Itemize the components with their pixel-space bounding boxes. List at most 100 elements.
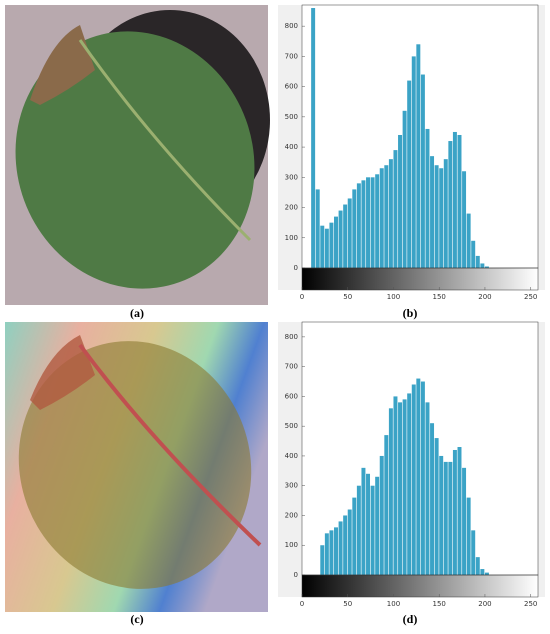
bar [434, 165, 439, 268]
y-tick-label: 100 [285, 541, 298, 549]
x-tick-label: 200 [478, 600, 491, 608]
bar [443, 159, 448, 268]
plot-frame [301, 321, 539, 576]
bar [366, 177, 371, 268]
bar [439, 455, 444, 575]
bar [457, 447, 462, 575]
y-tick-label: 100 [285, 234, 298, 242]
bar [324, 533, 329, 575]
y-tick-label: 500 [285, 422, 298, 430]
bar [356, 485, 361, 575]
bar [370, 485, 375, 575]
bar [393, 150, 398, 268]
bar [384, 165, 389, 268]
bar [439, 168, 444, 268]
bar [375, 476, 380, 575]
bar [320, 225, 325, 268]
x-tick-label: 250 [524, 600, 537, 608]
x-tick-label: 200 [478, 293, 491, 301]
bar [434, 438, 439, 575]
bar [402, 399, 407, 575]
x-tick-label: 50 [343, 600, 352, 608]
bar [420, 74, 425, 268]
bar [484, 266, 489, 268]
bar [452, 449, 457, 575]
bar [430, 423, 435, 575]
bar [334, 216, 338, 268]
y-tick-label: 800 [285, 333, 298, 341]
bar [398, 402, 403, 575]
bar [329, 530, 334, 575]
bar [334, 527, 338, 575]
bar [379, 455, 384, 575]
bar [384, 435, 389, 575]
leaf-photo [5, 5, 270, 305]
bar [411, 56, 416, 268]
bar [343, 515, 348, 575]
x-tick-label: 50 [343, 293, 352, 301]
bar [430, 156, 435, 268]
y-tick-label: 800 [285, 22, 298, 30]
bar [448, 461, 453, 575]
bar [466, 213, 471, 268]
bar [407, 80, 412, 269]
y-tick-label: 0 [294, 571, 298, 579]
heatmap-photo [5, 322, 268, 612]
x-tick-label: 0 [300, 293, 304, 301]
bar [443, 461, 448, 575]
bar [462, 171, 467, 268]
caption: (b) [403, 306, 418, 320]
y-tick-label: 200 [285, 511, 298, 519]
bar [425, 128, 430, 268]
bar [379, 168, 384, 268]
y-tick-label: 400 [285, 143, 298, 151]
y-tick-label: 0 [294, 264, 298, 272]
bar [352, 189, 357, 268]
bar [361, 180, 366, 268]
bar [462, 467, 467, 575]
bar [452, 131, 457, 268]
bar [448, 141, 453, 268]
histogram: 0 100 200 300 400 500 600 700 800 0 50 100 150 200 250 [278, 4, 545, 301]
bar [338, 210, 343, 268]
caption: (c) [130, 612, 143, 626]
bar [475, 557, 480, 575]
x-tick-label: 100 [387, 293, 400, 301]
y-tick-label: 700 [285, 363, 298, 371]
bar [347, 509, 352, 575]
bar [457, 134, 462, 268]
bar [375, 174, 380, 268]
y-tick-label: 600 [285, 392, 298, 400]
x-tick-label: 150 [433, 293, 446, 301]
y-tick-label: 500 [285, 113, 298, 121]
bar [420, 381, 425, 575]
y-tick-label: 600 [285, 83, 298, 91]
x-tick-label: 150 [433, 600, 446, 608]
bar [388, 408, 393, 575]
bar [370, 177, 375, 268]
bar [480, 569, 485, 575]
bar [416, 44, 421, 268]
bar [475, 255, 480, 268]
bar [402, 110, 407, 268]
bar [393, 396, 398, 575]
bar [352, 497, 357, 575]
bar [315, 189, 320, 268]
y-tick-label: 400 [285, 452, 298, 460]
bar [311, 8, 316, 269]
bar [329, 222, 334, 268]
gray-scale-bar [301, 574, 539, 598]
bar [484, 572, 489, 575]
bar [471, 240, 476, 268]
bar [361, 467, 366, 575]
bar [366, 473, 371, 575]
y-tick-label: 300 [285, 173, 298, 181]
x-tick-label: 100 [387, 600, 400, 608]
bar [471, 530, 476, 575]
x-tick-label: 0 [300, 600, 304, 608]
bar [411, 384, 416, 575]
plot-frame [301, 4, 539, 269]
bar [398, 134, 403, 268]
bar [343, 204, 348, 268]
y-tick-label: 200 [285, 204, 298, 212]
